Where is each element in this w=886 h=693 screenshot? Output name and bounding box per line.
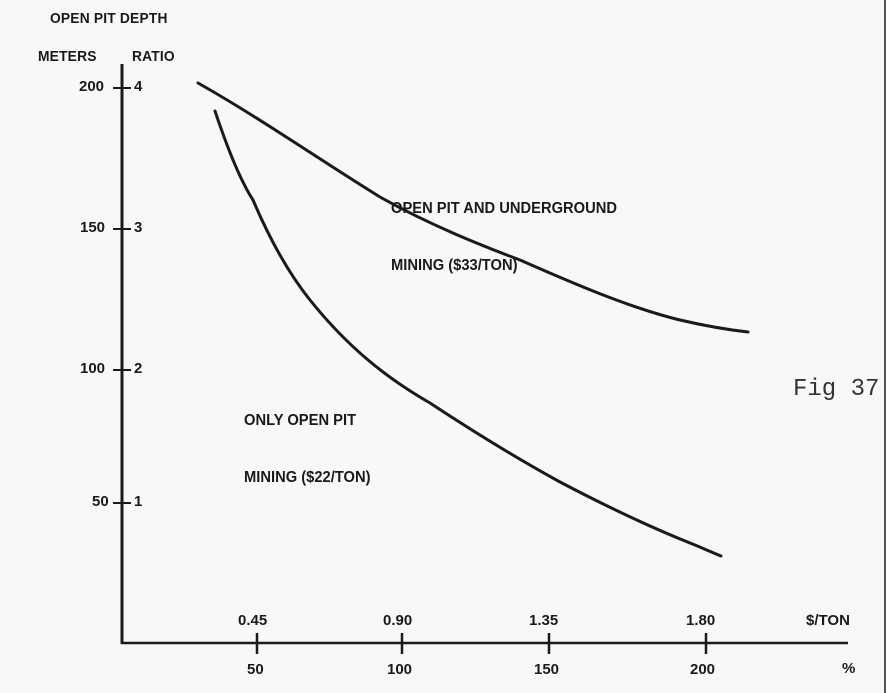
y-tick-ratio-3: 3 (134, 219, 143, 236)
y-tick-meters-50: 50 (92, 493, 109, 510)
y-tick-meters-150: 150 (80, 219, 106, 236)
y-tick-ratio-1: 1 (134, 493, 143, 510)
series-label-upper-line2: MINING ($33/TON) (391, 257, 518, 274)
x-tick-percent-200: 200 (690, 661, 716, 678)
figure-number: Fig 37 (793, 376, 880, 403)
series-label-upper-line1: OPEN PIT AND UNDERGROUND (391, 200, 617, 217)
x-tick-dollar-0.45: 0.45 (238, 612, 268, 629)
series-open-pit-and-underground (196, 81, 750, 334)
x-axis-percent-label: % (842, 660, 856, 677)
series-only-open-pit (213, 109, 723, 558)
y-axis-meters-label: METERS (38, 48, 97, 65)
series-label-lower: ONLY OPEN PIT MINING ($22/TON) (244, 373, 371, 525)
x-tick-dollar-1.35: 1.35 (529, 612, 559, 629)
series-label-upper: OPEN PIT AND UNDERGROUND MINING ($33/TON… (391, 161, 617, 313)
series-label-lower-line2: MINING ($22/TON) (244, 469, 371, 486)
y-tick-ratio-4: 4 (134, 78, 143, 95)
x-tick-dollar-0.90: 0.90 (383, 612, 413, 629)
x-tick-percent-50: 50 (247, 661, 264, 678)
x-tick-percent-100: 100 (387, 661, 413, 678)
y-axis-title: OPEN PIT DEPTH (50, 10, 168, 27)
y-tick-meters-100: 100 (80, 360, 106, 377)
x-tick-dollar-1.80: 1.80 (686, 612, 716, 629)
x-tick-percent-150: 150 (534, 661, 560, 678)
y-axis-ratio-label: RATIO (132, 48, 175, 65)
x-ticks (255, 633, 708, 654)
y-ticks (113, 87, 131, 504)
series-label-lower-line1: ONLY OPEN PIT (244, 412, 357, 429)
x-axis-dollar-label: $/TON (806, 612, 850, 629)
y-tick-ratio-2: 2 (134, 360, 143, 377)
y-tick-meters-200: 200 (79, 78, 105, 95)
